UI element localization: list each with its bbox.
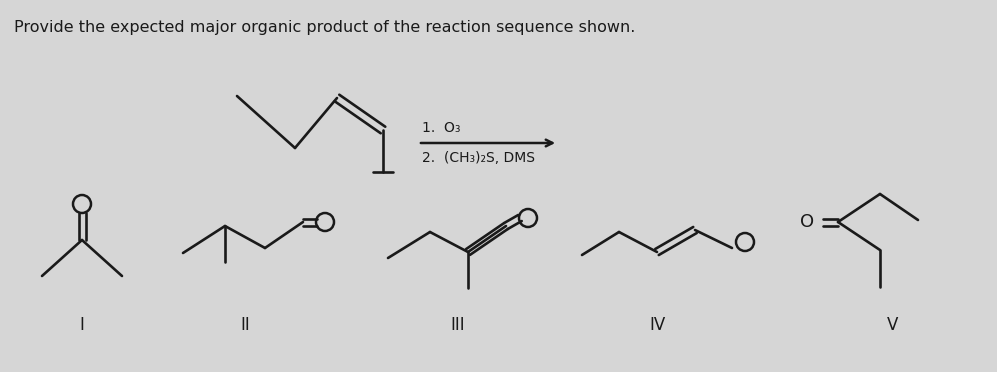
Text: III: III	[451, 316, 466, 334]
Text: I: I	[80, 316, 85, 334]
Text: 2.  (CH₃)₂S, DMS: 2. (CH₃)₂S, DMS	[422, 151, 535, 165]
Text: O: O	[800, 213, 814, 231]
Text: IV: IV	[649, 316, 665, 334]
Text: II: II	[240, 316, 250, 334]
Text: 1.  O₃: 1. O₃	[422, 121, 461, 135]
Text: V: V	[887, 316, 898, 334]
Text: Provide the expected major organic product of the reaction sequence shown.: Provide the expected major organic produ…	[14, 20, 635, 35]
